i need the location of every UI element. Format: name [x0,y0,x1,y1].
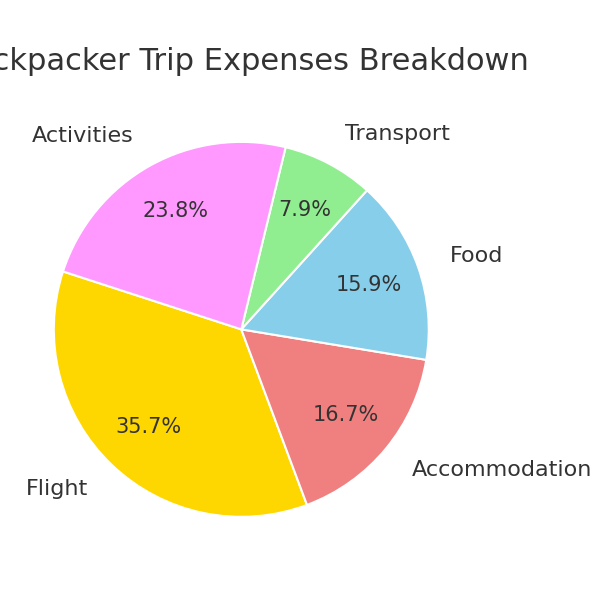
Title: Backpacker Trip Expenses Breakdown: Backpacker Trip Expenses Breakdown [0,47,529,76]
Text: 35.7%: 35.7% [115,417,181,437]
Wedge shape [241,330,426,505]
Text: Transport: Transport [345,124,449,144]
Text: 15.9%: 15.9% [335,275,402,295]
Wedge shape [54,271,307,517]
Text: 16.7%: 16.7% [313,405,379,425]
Wedge shape [241,147,367,330]
Text: Accommodation: Accommodation [412,460,593,480]
Text: 7.9%: 7.9% [278,200,331,220]
Text: Food: Food [450,247,503,266]
Text: 23.8%: 23.8% [143,202,209,221]
Wedge shape [63,142,286,330]
Text: Activities: Activities [32,126,133,146]
Wedge shape [241,190,429,360]
Text: Flight: Flight [26,479,88,499]
